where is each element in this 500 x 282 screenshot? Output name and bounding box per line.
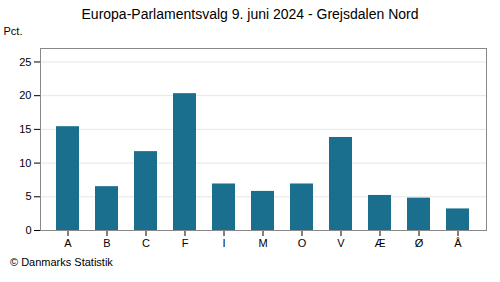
html-text:Europa-Parlamentsvalg 9. juni: Europa-Parlamentsvalg 9. juni 2024 - Gre… (81, 6, 419, 22)
svg-text:Ø: Ø (415, 237, 424, 249)
svg-text:O: O (298, 237, 307, 249)
svg-text:B: B (103, 237, 110, 249)
svg-text:15: 15 (19, 123, 31, 135)
svg-text:I: I (222, 237, 225, 249)
svg-text:20: 20 (19, 89, 31, 101)
svg-text:A: A (64, 237, 72, 249)
svg-text:V: V (337, 237, 345, 249)
svg-text:Æ: Æ (375, 237, 386, 249)
svg-text:C: C (142, 237, 150, 249)
svg-text:5: 5 (25, 190, 31, 202)
html-text:© Danmarks Statistik: © Danmarks Statistik (10, 256, 113, 268)
svg-text:Pct.: Pct. (4, 25, 23, 37)
svg-text:F: F (182, 237, 189, 249)
svg-text:0: 0 (25, 224, 31, 236)
svg-text:Å: Å (454, 237, 462, 249)
svg-text:25: 25 (19, 56, 31, 68)
svg-text:10: 10 (19, 157, 31, 169)
svg-text:M: M (258, 237, 267, 249)
